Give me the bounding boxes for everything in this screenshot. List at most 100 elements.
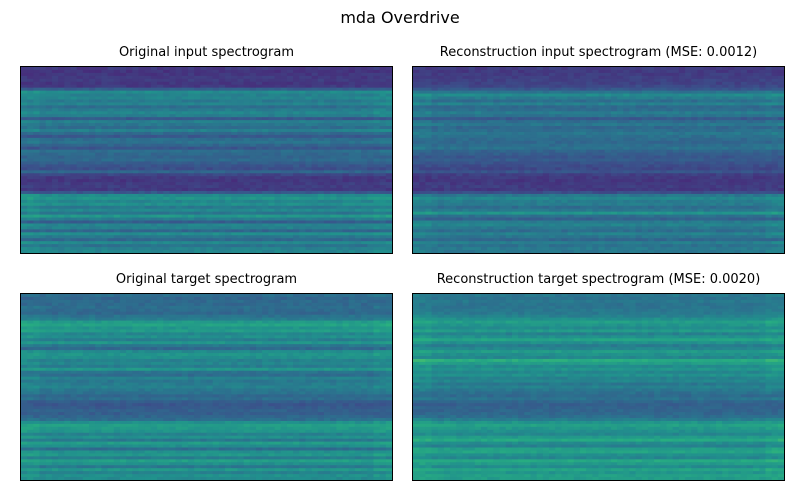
- heatmap-cell: [413, 72, 420, 77]
- heatmap-cell: [51, 155, 59, 160]
- heatmap-cell: [336, 199, 344, 204]
- heatmap-cell: [21, 241, 28, 245]
- heatmap-cell: [561, 117, 569, 121]
- heatmap-cell: [175, 167, 183, 171]
- heatmap-cell: [119, 238, 127, 242]
- heatmap-cell: [181, 108, 189, 112]
- heatmap-cell: [379, 232, 387, 236]
- heatmap-cell: [76, 188, 84, 192]
- heatmap-cell: [58, 182, 65, 186]
- heatmap-cell: [27, 244, 34, 248]
- heatmap-cell: [354, 205, 362, 210]
- heatmap-cell: [413, 84, 420, 89]
- heatmap-cell: [274, 188, 282, 192]
- heatmap-cell: [437, 67, 445, 71]
- heatmap-cell: [150, 140, 158, 145]
- heatmap-cell: [379, 214, 387, 219]
- heatmap-cell: [518, 72, 525, 77]
- heatmap-cell: [107, 176, 115, 180]
- heatmap-cell: [274, 220, 282, 225]
- heatmap-cell: [45, 247, 53, 251]
- heatmap-cell: [505, 111, 513, 115]
- heatmap-cell: [678, 81, 686, 86]
- heatmap-cell: [373, 182, 381, 186]
- heatmap-cell: [654, 87, 661, 92]
- heatmap-cell: [249, 146, 257, 151]
- heatmap-cell: [175, 117, 183, 121]
- heatmap-cell: [567, 69, 575, 74]
- heatmap-cell: [293, 137, 300, 142]
- heatmap-cell: [629, 123, 637, 127]
- heatmap-cell: [206, 214, 214, 219]
- heatmap-cell: [348, 250, 356, 253]
- heatmap-cell: [231, 199, 239, 204]
- heatmap-cell: [132, 120, 140, 124]
- heatmap-cell: [549, 75, 556, 80]
- heatmap-cell: [175, 90, 183, 95]
- heatmap-cell: [187, 75, 195, 80]
- heatmap-cell: [549, 99, 556, 104]
- heatmap-cell: [58, 75, 65, 80]
- heatmap-cell: [132, 149, 140, 154]
- heatmap-cell: [456, 72, 464, 77]
- heatmap-cell: [604, 114, 612, 118]
- heatmap-cell: [456, 81, 464, 86]
- heatmap-cell: [759, 117, 767, 121]
- heatmap-cell: [672, 96, 680, 101]
- heatmap-cell: [286, 205, 294, 210]
- heatmap-cell: [157, 199, 164, 204]
- heatmap-cell: [101, 170, 109, 174]
- heatmap-cell: [330, 129, 337, 133]
- heatmap-cell: [336, 173, 344, 177]
- heatmap-cell: [703, 105, 711, 109]
- heatmap-cell: [82, 235, 90, 239]
- heatmap-cell: [70, 176, 78, 180]
- heatmap-cell: [243, 149, 251, 154]
- heatmap-cell: [317, 214, 325, 219]
- heatmap-cell: [305, 188, 313, 192]
- heatmap-cell: [305, 217, 313, 222]
- heatmap-cell: [734, 69, 742, 74]
- heatmap-cell: [771, 90, 779, 95]
- heatmap-cell: [138, 202, 146, 207]
- heatmap-cell: [685, 111, 692, 115]
- heatmap-cell: [617, 93, 624, 98]
- heatmap-cell: [231, 241, 239, 245]
- heatmap-cell: [169, 117, 177, 121]
- heatmap-cell: [33, 102, 41, 106]
- heatmap-cell: [76, 143, 84, 148]
- heatmap-cell: [274, 131, 282, 136]
- heatmap-cell: [437, 87, 445, 92]
- heatmap-cell: [33, 193, 41, 198]
- heatmap-cell: [169, 226, 177, 230]
- heatmap-cell: [119, 137, 127, 142]
- heatmap-cell: [206, 67, 214, 71]
- heatmap-cell: [262, 129, 269, 133]
- heatmap-cell: [746, 69, 754, 74]
- heatmap-cell: [342, 96, 350, 101]
- heatmap-cell: [64, 93, 72, 98]
- heatmap-cell: [443, 102, 451, 106]
- heatmap-cell: [119, 173, 127, 177]
- heatmap-cell: [323, 114, 331, 118]
- heatmap-cell: [231, 137, 239, 142]
- heatmap-cell: [21, 67, 28, 71]
- heatmap-cell: [348, 108, 356, 112]
- heatmap-cell: [218, 72, 226, 77]
- heatmap-cell: [231, 120, 239, 124]
- heatmap-cell: [218, 235, 226, 239]
- heatmap-cell: [113, 155, 121, 160]
- heatmap-cell: [70, 235, 78, 239]
- heatmap-cell: [286, 170, 294, 174]
- heatmap-cell: [450, 120, 457, 124]
- heatmap-cell: [262, 167, 269, 171]
- heatmap-cell: [113, 131, 121, 136]
- heatmap-cell: [722, 67, 729, 71]
- heatmap-cell: [218, 155, 226, 160]
- heatmap-cell: [274, 149, 282, 154]
- heatmap-cell: [348, 185, 356, 189]
- heatmap-cell: [39, 84, 47, 89]
- heatmap-cell: [157, 146, 164, 151]
- heatmap-cell: [243, 93, 251, 98]
- heatmap-cell: [629, 102, 637, 106]
